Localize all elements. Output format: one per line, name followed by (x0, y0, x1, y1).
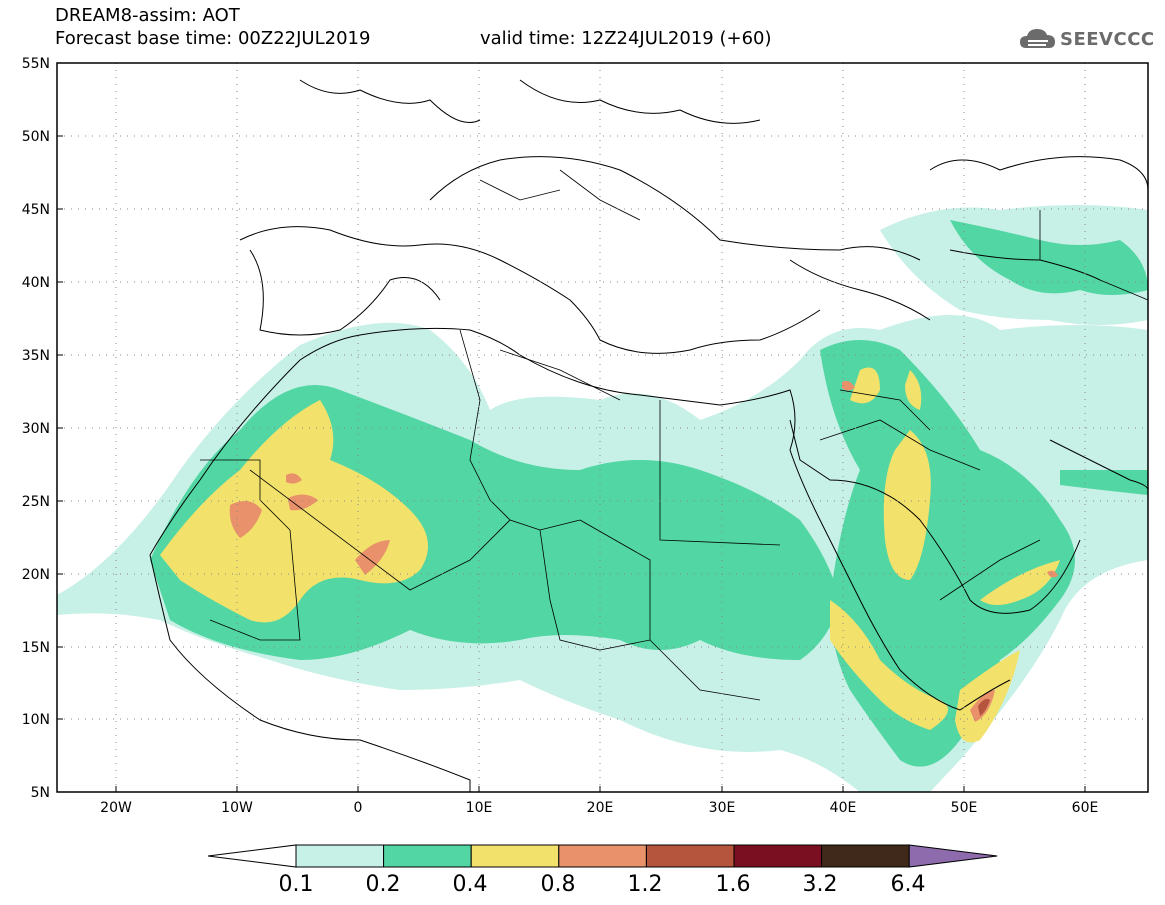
valid-time: valid time: 12Z24JUL2019 (+60) (480, 28, 772, 49)
lon-label-20w: 20W (100, 800, 132, 816)
lon-label-60e: 60E (1072, 800, 1099, 816)
colorbar-label-3: 0.8 (541, 872, 576, 897)
colorbar-low-extension (207, 844, 297, 868)
lon-label-0: 0 (354, 800, 363, 816)
graticule (57, 63, 1148, 792)
colorbar-box-4 (645, 844, 735, 868)
seevccc-logo: SEEVCCC (1018, 24, 1158, 56)
colorbar-boxes (207, 844, 998, 868)
cloud-icon (1020, 29, 1055, 48)
borders (200, 169, 1148, 701)
colorbar-label-7: 6.4 (891, 872, 926, 897)
lon-label-10w: 10W (221, 800, 253, 816)
colorbar-label-6: 3.2 (803, 872, 838, 897)
lat-label-55n: 55N (22, 56, 50, 72)
colorbar-box-3 (558, 844, 647, 868)
lat-label-30n: 30N (22, 421, 50, 437)
colorbar-label-0: 0.1 (279, 872, 314, 897)
map-title: DREAM8-assim: AOT (55, 5, 240, 26)
lon-label-20e: 20E (587, 800, 614, 816)
lat-label-25n: 25N (22, 494, 50, 510)
colorbar-box-1 (383, 844, 472, 868)
coastlines (149, 79, 1148, 792)
colorbar-label-1: 0.2 (366, 872, 401, 897)
colorbar-box-2 (470, 844, 560, 868)
colorbar-box-5 (733, 844, 823, 868)
colorbar-labels: 0.1 0.2 0.4 0.8 1.2 1.6 3.2 6.4 (279, 872, 926, 897)
logo-text: SEEVCCC (1060, 29, 1155, 50)
colorbar-label-4: 1.2 (628, 872, 663, 897)
lat-label-20n: 20N (22, 567, 50, 583)
aot-band-1.2 (978, 698, 990, 716)
lat-label-40n: 40N (22, 275, 50, 291)
lat-label-45n: 45N (22, 202, 50, 218)
lat-label-5n: 5N (31, 785, 50, 801)
colorbar-box-0 (295, 844, 385, 868)
lon-label-10e: 10E (466, 800, 493, 816)
colorbar-box-6 (821, 844, 910, 868)
lon-label-50e: 50E (951, 800, 978, 816)
colorbar-high-extension (908, 844, 998, 868)
axis-ticks (57, 62, 1086, 792)
lat-label-10n: 10N (22, 712, 50, 728)
lat-label-35n: 35N (22, 348, 50, 364)
colorbar-label-5: 1.6 (716, 872, 751, 897)
lon-label-30e: 30E (709, 800, 736, 816)
aot-band-0.8 (229, 380, 1058, 722)
lon-label-40e: 40E (830, 800, 857, 816)
forecast-base-time: Forecast base time: 00Z22JUL2019 (55, 28, 371, 49)
colorbar-label-2: 0.4 (453, 872, 488, 897)
lat-label-50n: 50N (22, 129, 50, 145)
lat-label-15n: 15N (22, 640, 50, 656)
